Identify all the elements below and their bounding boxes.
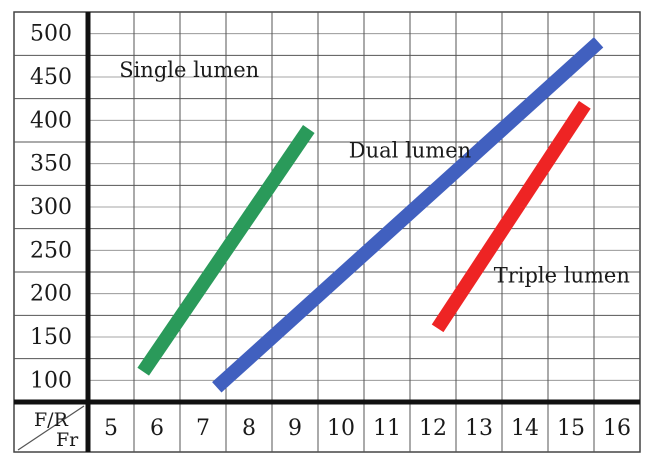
series-label-2: Dual lumen — [349, 139, 471, 163]
x-tick-label: 8 — [242, 416, 256, 441]
y-tick-label: 400 — [30, 108, 72, 133]
x-tick-label: 16 — [603, 416, 631, 441]
x-tick-label: 9 — [288, 416, 302, 441]
y-tick-label: 150 — [30, 325, 72, 350]
x-tick-label: 6 — [150, 416, 164, 441]
y-tick-label: 500 — [30, 22, 72, 47]
series-label-3: Triple lumen — [494, 263, 630, 287]
corner-label-bottom: Fr — [56, 429, 79, 451]
x-tick-label: 7 — [196, 416, 210, 441]
series-labels: Single lumen Dual lumen Triple lumen — [119, 58, 630, 287]
corner-cell: F/R Fr — [17, 405, 85, 451]
x-tick-label: 5 — [104, 416, 118, 441]
series-line-1 — [137, 125, 315, 376]
grid — [13, 11, 641, 453]
x-tick-label: 11 — [373, 416, 401, 441]
y-tick-label: 350 — [30, 152, 72, 177]
x-tick-label: 14 — [511, 416, 539, 441]
x-axis-ticks: 5 6 7 8 9 10 11 12 13 14 15 16 — [104, 416, 631, 441]
x-tick-label: 13 — [465, 416, 493, 441]
y-tick-label: 300 — [30, 195, 72, 220]
y-axis-ticks: 100 150 200 250 300 350 400 450 500 — [30, 22, 72, 394]
x-tick-label: 12 — [419, 416, 447, 441]
y-tick-label: 450 — [30, 65, 72, 90]
y-tick-label: 250 — [30, 238, 72, 263]
series-line-2 — [212, 37, 604, 393]
x-tick-label: 15 — [557, 416, 585, 441]
series-lines — [137, 37, 604, 393]
series-line-3 — [431, 100, 591, 333]
x-tick-label: 10 — [327, 416, 355, 441]
table-frame — [13, 11, 641, 453]
corner-diagonal — [17, 405, 85, 451]
series-label-1: Single lumen — [119, 58, 259, 82]
corner-label-top: F/R — [34, 409, 69, 431]
y-tick-label: 200 — [30, 282, 72, 307]
y-tick-label: 100 — [30, 368, 72, 393]
axes — [14, 12, 640, 452]
